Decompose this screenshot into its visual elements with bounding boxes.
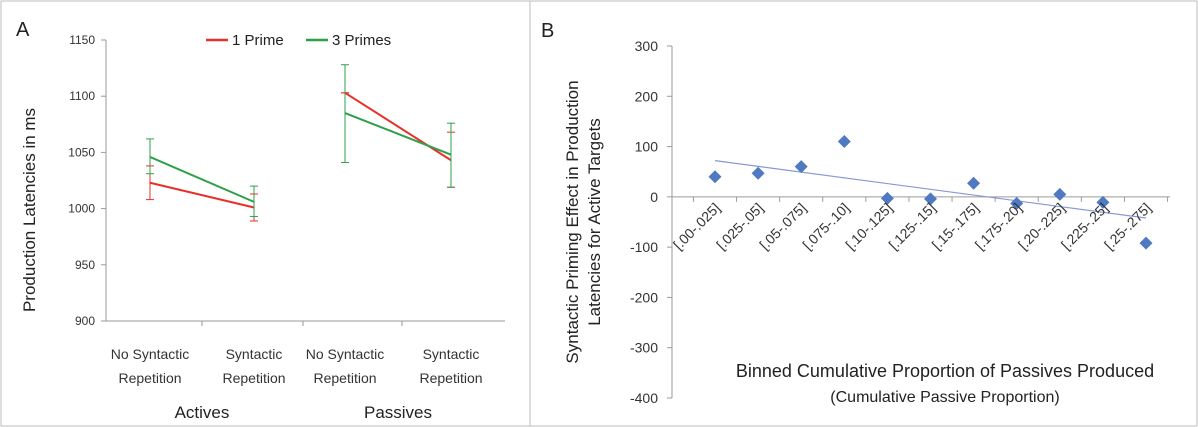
panel-a-y-axis-label: Production Latencies in ms bbox=[20, 108, 39, 312]
panel-a-x-tick-label: Repetition bbox=[419, 370, 482, 386]
panel-b-chart: B Syntactic Priming Effect in Production… bbox=[541, 20, 1170, 406]
panel-a-group-label: Passives bbox=[364, 403, 432, 422]
panel-a-legend-label: 1 Prime bbox=[232, 32, 284, 49]
panel-a-group-label: Actives bbox=[175, 403, 230, 422]
panel-b-x-tick-labels: [.00-.025][.025-.05][.05-.075][.075-.10]… bbox=[670, 200, 1154, 253]
panel-b-y-axis-label-line-2: Latencies for Active Targets bbox=[585, 118, 604, 326]
panel-a-series-line bbox=[345, 113, 451, 155]
panel-b-data-point bbox=[709, 170, 722, 183]
panel-a-y-tick-label: 1050 bbox=[68, 145, 95, 159]
panel-a-y-tick-label: 1000 bbox=[68, 202, 95, 216]
panel-b-y-axis-label-line-1: Syntactic Priming Effect in Production bbox=[563, 80, 582, 363]
panel-b-y-tick-label: -300 bbox=[630, 340, 658, 356]
panel-b-y-tick-label: -400 bbox=[630, 390, 658, 406]
panel-b-data-point bbox=[967, 177, 980, 190]
panel-b-y-tick-label: -200 bbox=[630, 289, 658, 305]
panel-a-y-tick-label: 900 bbox=[75, 314, 95, 328]
panel-b-data-point bbox=[838, 135, 851, 148]
panel-a-x-tick-label: Syntactic bbox=[423, 346, 480, 362]
panel-b-y-tick-label: 100 bbox=[635, 139, 659, 155]
panel-a-chart: A Production Latencies in ms 900 950 1000 1… bbox=[16, 19, 505, 422]
panel-a-series bbox=[146, 65, 455, 221]
panel-a-x-tick-label: Repetition bbox=[313, 370, 376, 386]
panel-b-y-tick-label: 200 bbox=[635, 88, 659, 104]
panel-a-y-tick-label: 950 bbox=[75, 258, 95, 272]
panel-a-y-tick-label: 1150 bbox=[69, 33, 95, 47]
panel-a-x-tick-label: Repetition bbox=[222, 370, 285, 386]
panel-a-series-line bbox=[345, 93, 451, 160]
panel-a-x-tick-label: No Syntactic bbox=[306, 346, 385, 362]
panel-b-x-axis-label-line-1: Binned Cumulative Proportion of Passives… bbox=[736, 361, 1154, 381]
panel-a-x-tick-label: No Syntactic bbox=[111, 346, 190, 362]
panel-b-data-point bbox=[1053, 188, 1066, 201]
panel-a-x-labels: No Syntactic Repetition Syntactic Repetitio… bbox=[111, 346, 483, 422]
panel-a-legend: 1 Prime 3 Primes bbox=[206, 32, 391, 49]
panel-b-data-point bbox=[1140, 237, 1153, 250]
panel-b-x-axis-label-line-2: (Cumulative Passive Proportion) bbox=[830, 389, 1059, 406]
panel-a-y-tick-label: 1100 bbox=[69, 89, 95, 103]
panel-b-y-tick-label: 0 bbox=[650, 189, 658, 205]
panel-a-x-tick-label: Syntactic bbox=[226, 346, 283, 362]
panel-a-legend-label: 3 Primes bbox=[332, 32, 391, 49]
panel-b-label: B bbox=[541, 20, 554, 42]
panel-b-data-point bbox=[752, 167, 765, 180]
panel-a-x-tick-label: Repetition bbox=[118, 370, 181, 386]
panel-a-axes: 900 950 1000 1050 1100 1150 bbox=[68, 33, 505, 328]
panel-b-y-tick-label: 300 bbox=[635, 38, 659, 54]
panel-a-label: A bbox=[16, 19, 30, 41]
panel-b-y-tick-label: -100 bbox=[630, 239, 658, 255]
